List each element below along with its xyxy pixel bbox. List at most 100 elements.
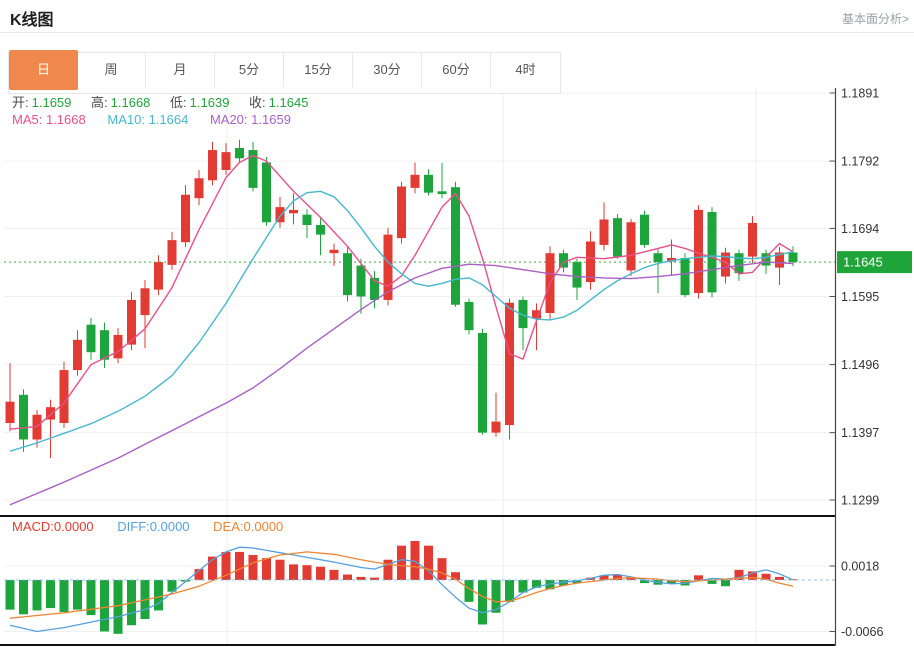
macd-bar (221, 551, 231, 580)
candle-body (19, 394, 28, 440)
ma5-readout: MA5: 1.1668 (12, 112, 86, 127)
candle-body (667, 258, 676, 262)
macd-bar (518, 580, 528, 593)
macd-bar (667, 580, 676, 584)
price-tick-label: 1.1891 (841, 87, 879, 101)
tab-30min[interactable]: 30分 (353, 53, 422, 87)
candle-body (397, 186, 406, 239)
candle-body (572, 262, 582, 288)
candle-body (140, 288, 150, 316)
price-tick-label: 1.1397 (841, 426, 879, 440)
candle-body (748, 222, 757, 257)
macd-bar (248, 555, 258, 580)
price-tick-label: 1.1694 (841, 222, 879, 236)
macd-bar (73, 580, 82, 610)
macd-bar (262, 558, 271, 580)
macd-bar (302, 565, 312, 580)
candle-body (343, 253, 352, 296)
candle-body (167, 240, 177, 265)
macd-bar (5, 580, 15, 610)
macd-bar (370, 577, 379, 580)
high-readout: 高: 1.1668 (91, 95, 151, 110)
macd-bar (289, 564, 298, 580)
macd-bar (275, 559, 285, 580)
macd-bar (235, 551, 244, 580)
fundamental-analysis-link[interactable]: 基本面分析> (841, 12, 909, 26)
macd-bar (32, 580, 42, 611)
ma10-line (9, 190, 794, 452)
current-price-label: 1.1645 (843, 255, 883, 270)
macd-bar (532, 580, 541, 588)
macd-bar (761, 573, 771, 580)
dea-readout: DEA:0.0000 (213, 519, 284, 534)
price-tick-label: 1.1792 (841, 155, 879, 169)
macd-bar (316, 566, 325, 580)
period-tabs: 日周月 5分 15分 30分 60分 4时 (8, 50, 561, 94)
macd-bar (208, 556, 217, 580)
candle-body (761, 253, 771, 266)
page-header: K线图 基本面分析> (0, 0, 914, 33)
candle-body (478, 332, 487, 433)
candle-body (383, 234, 393, 300)
candle-body (86, 324, 96, 353)
candle-body (424, 174, 433, 193)
macd-bar (154, 580, 163, 611)
macd-bar (707, 580, 717, 584)
ohlc-readout: 开: 1.1659 高: 1.1668 低: 1.1639 收: 1.1645 (12, 92, 324, 111)
macd-bar (59, 580, 69, 612)
macd-tick-label: 0.0018 (841, 559, 879, 573)
macd-bar (748, 571, 757, 580)
tab-15min[interactable]: 15分 (284, 53, 353, 87)
candle-body (464, 302, 474, 331)
candle-body (316, 225, 325, 235)
low-readout: 低: 1.1639 (170, 95, 230, 110)
candle-body (694, 209, 703, 294)
candle-body (532, 310, 541, 319)
macd-bar (478, 580, 487, 625)
candle-body (208, 150, 217, 181)
macd-bar (437, 558, 447, 580)
diff-readout: DIFF:0.0000 (117, 519, 190, 534)
candle-body (613, 218, 622, 257)
macd-bar (451, 572, 460, 580)
macd-bar (383, 559, 393, 580)
macd-bar (572, 580, 582, 584)
tab-month[interactable]: 月 (146, 53, 215, 87)
candle-body (248, 150, 258, 188)
macd-bar (626, 576, 636, 580)
candle-body (302, 214, 312, 225)
macd-bar (491, 580, 501, 613)
tab-week[interactable]: 周 (77, 53, 146, 87)
candle-body (194, 178, 204, 199)
macd-bar (599, 575, 609, 580)
tab-5min[interactable]: 5分 (215, 53, 284, 87)
dea-line (9, 551, 794, 619)
candle-body (680, 258, 690, 296)
macd-bar (356, 576, 366, 580)
candle-body (289, 209, 298, 214)
macd-bar (46, 580, 55, 609)
candle-body (370, 277, 379, 300)
candle-body (59, 370, 69, 423)
macd-bar (397, 545, 406, 580)
candle-body (73, 339, 82, 371)
macd-bar (329, 569, 339, 580)
macd-bar (100, 580, 109, 632)
macd-bar (775, 576, 784, 580)
candle-body (788, 252, 798, 263)
candle-body (329, 249, 339, 254)
candle-body (181, 194, 190, 243)
ma10-readout: MA10: 1.1664 (107, 112, 189, 127)
candle-body (437, 191, 447, 195)
tab-day[interactable]: 日 (9, 50, 78, 90)
macd-bar (194, 569, 204, 580)
candle-body (275, 207, 285, 223)
macd-bar (343, 574, 352, 580)
candle-body (221, 152, 231, 170)
candle-body (734, 253, 744, 274)
candle-body (154, 262, 163, 290)
tab-60min[interactable]: 60分 (422, 53, 491, 87)
tab-4hour[interactable]: 4时 (491, 53, 560, 87)
ma-legend: MA5: 1.1668 MA10: 1.1664 MA20: 1.1659 (12, 112, 309, 127)
